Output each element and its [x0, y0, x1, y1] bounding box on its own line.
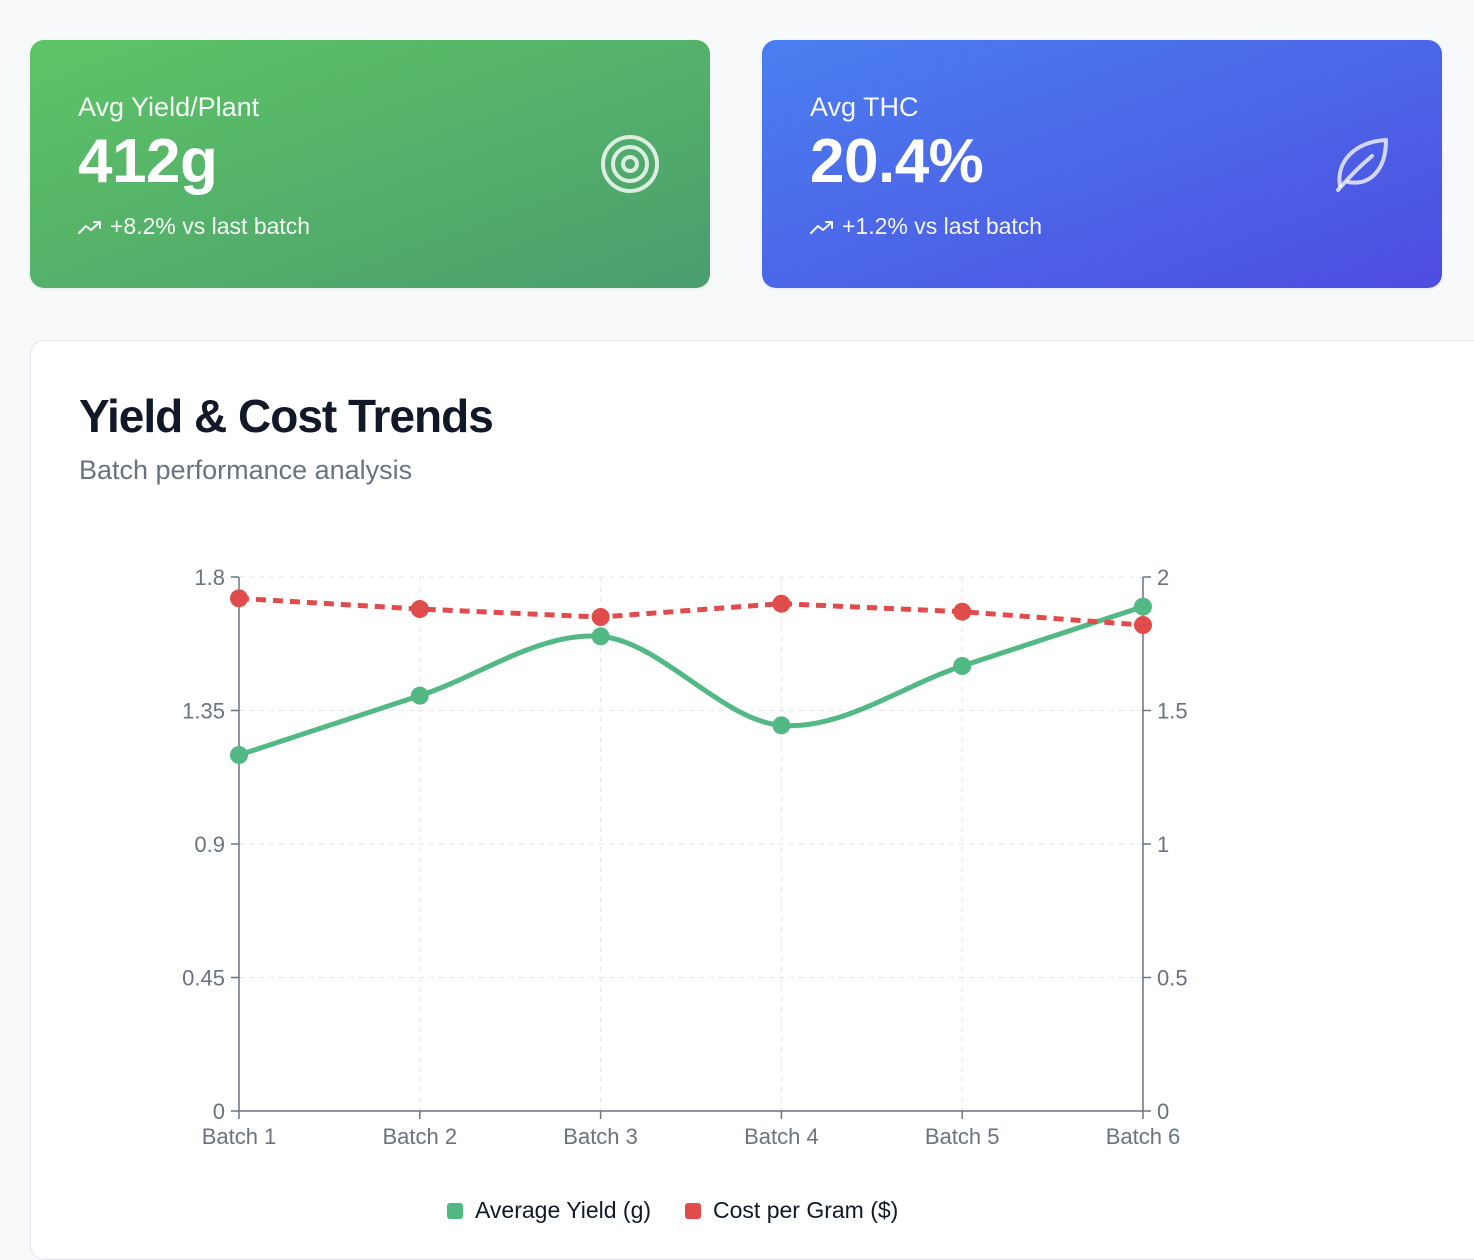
y-left-tick-label: 0: [213, 1099, 225, 1124]
y-right-tick-label: 0.5: [1157, 966, 1188, 991]
y-left-tick-label: 0.45: [182, 966, 225, 991]
chart-subtitle: Batch performance analysis: [79, 455, 413, 485]
cost-point: [230, 589, 248, 608]
yield-label: Avg Yield/Plant: [78, 92, 260, 122]
cost-point: [772, 594, 791, 613]
cost-point: [591, 608, 610, 627]
yield-point: [953, 657, 972, 675]
yield-point: [591, 627, 610, 646]
legend-label-cost: Cost per Gram ($): [713, 1197, 899, 1223]
y-right-tick-label: 1.5: [1157, 699, 1188, 724]
cost-point: [410, 600, 429, 619]
cost-point: [1134, 616, 1152, 635]
series-line-cost: [238, 595, 1144, 628]
legend-item-cost[interactable]: Cost per Gram ($): [685, 1197, 898, 1224]
legend-swatch-cost: [685, 1202, 702, 1219]
target-icon: [601, 135, 659, 193]
x-tick-label: Batch 2: [382, 1124, 457, 1149]
thc-card: Avg THC 20.4% +1.2% vs last batch: [762, 40, 1442, 288]
y-left-tick-label: 0.9: [194, 832, 225, 857]
line-chart: 0 0.45 0.9 1.35 1.8 0 0.5 1 1.5 2 Batch 1 Batch 2 Ba…: [182, 565, 1188, 1149]
x-tick-label: Batch 6: [1106, 1124, 1181, 1149]
thc-change: +1.2% vs last batch: [810, 213, 1394, 240]
yield-point: [410, 686, 429, 705]
chart-legend: Average Yield (g) Cost per Gram ($): [447, 1197, 898, 1224]
chart-title: Yield & Cost Trends: [79, 390, 494, 442]
leaf-icon: [1336, 138, 1388, 192]
series-line-yield: [236, 604, 1146, 758]
trend-up-icon: [810, 220, 833, 234]
y-right-tick-label: 0: [1157, 1099, 1169, 1124]
x-tick-label: Batch 5: [925, 1124, 1000, 1149]
yield-value: 412g: [78, 127, 218, 196]
yield-point: [1134, 597, 1152, 616]
legend-label-yield: Average Yield (g): [475, 1197, 652, 1223]
y-right-tick-label: 2: [1157, 565, 1169, 590]
trend-up-icon: [78, 220, 101, 234]
thc-value: 20.4%: [810, 127, 984, 196]
legend-item-yield[interactable]: Average Yield (g): [447, 1197, 651, 1224]
legend-swatch-yield: [447, 1202, 463, 1219]
thc-change-text: +1.2% vs last batch: [842, 213, 1043, 239]
chart-card: Yield & Cost Trends Batch performance an…: [30, 340, 1474, 1260]
y-left-tick-label: 1.8: [194, 565, 225, 590]
yield-change: +8.2% vs last batch: [78, 213, 662, 240]
x-tick-label: Batch 4: [744, 1124, 819, 1149]
thc-label: Avg THC: [810, 92, 919, 122]
y-right-tick-label: 1: [1157, 832, 1169, 857]
cost-point: [953, 602, 972, 621]
yield-card: Avg Yield/Plant 412g +8.2% vs last batch: [30, 40, 710, 288]
y-left-tick-label: 1.35: [182, 699, 225, 724]
yield-point: [772, 716, 791, 735]
x-tick-label: Batch 3: [563, 1124, 638, 1149]
yield-change-text: +8.2% vs last batch: [110, 213, 311, 239]
x-tick-label: Batch 1: [202, 1124, 277, 1149]
yield-point: [230, 746, 248, 764]
